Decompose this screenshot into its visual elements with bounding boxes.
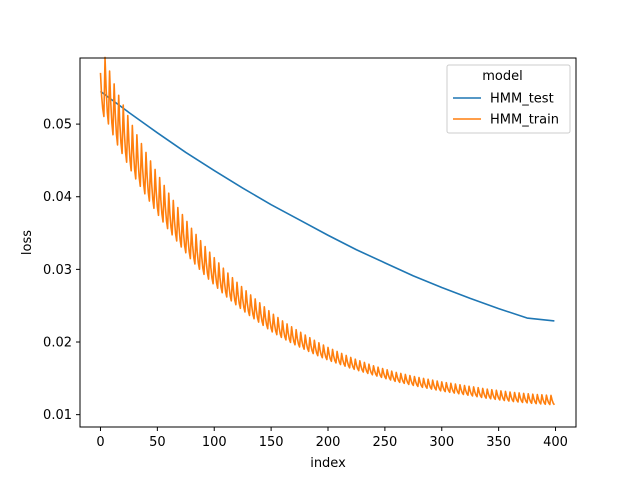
legend-label: HMM_test <box>490 92 554 107</box>
x-tick-label: 0 <box>96 435 104 450</box>
legend-label: HMM_train <box>490 113 559 128</box>
x-tick-label: 150 <box>259 435 284 450</box>
y-tick-label: 0.04 <box>43 190 72 205</box>
series-line-hmm-train <box>99 56 556 406</box>
x-tick-label: 250 <box>372 435 397 450</box>
x-tick-label: 300 <box>429 435 454 450</box>
y-axis-ticks: 0.01 0.02 0.03 0.04 0.05 <box>43 118 80 423</box>
y-tick-label: 0.01 <box>43 408 72 423</box>
legend-box <box>446 64 571 134</box>
legend: model HMM_test HMM_train <box>446 64 571 134</box>
x-axis-ticks: 0 50 100 150 200 250 300 350 400 <box>96 427 568 450</box>
y-axis-label: loss <box>20 230 35 255</box>
x-tick-label: 100 <box>202 435 227 450</box>
legend-title: model <box>482 69 522 84</box>
legend-items: HMM_test HMM_train <box>453 92 559 128</box>
y-tick-label: 0.02 <box>43 336 72 351</box>
x-axis-label: index <box>310 456 346 471</box>
x-tick-label: 350 <box>486 435 511 450</box>
y-tick-label: 0.05 <box>43 118 72 133</box>
y-tick-label: 0.03 <box>43 263 72 278</box>
x-tick-label: 50 <box>149 435 166 450</box>
x-tick-label: 400 <box>543 435 568 450</box>
series-line-hmm-test <box>100 90 555 322</box>
x-tick-label: 200 <box>316 435 341 450</box>
plot-area <box>99 56 556 406</box>
